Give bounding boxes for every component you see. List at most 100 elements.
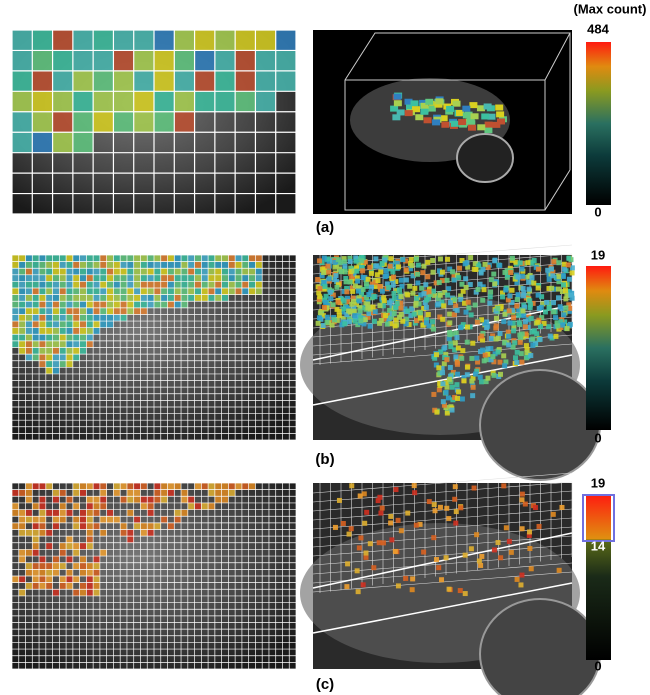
heatmap-cell <box>187 496 195 503</box>
heatmap-cell <box>18 255 26 262</box>
voxel <box>469 102 478 109</box>
voxel <box>439 365 445 371</box>
heatmap-cell <box>93 288 100 295</box>
voxel <box>348 526 354 532</box>
voxel <box>484 127 493 134</box>
heatmap-cell <box>66 360 73 368</box>
heatmap-cell <box>241 268 249 275</box>
voxel <box>500 294 506 300</box>
heatmap-cell <box>45 294 53 302</box>
voxel <box>501 353 507 359</box>
heatmap-cell <box>18 274 26 282</box>
voxel <box>509 299 515 305</box>
voxel <box>516 320 522 326</box>
heatmap-cell <box>86 301 94 308</box>
voxel <box>398 311 404 317</box>
voxel <box>386 284 392 290</box>
voxel <box>518 582 524 588</box>
heatmap-cell <box>187 281 195 289</box>
voxel <box>378 265 384 271</box>
heatmap-cell <box>221 483 229 490</box>
voxel <box>395 517 401 523</box>
voxel <box>464 324 470 330</box>
heatmap-cell <box>45 569 53 576</box>
heatmap-cell <box>147 301 154 308</box>
heatmap-cell <box>126 281 134 289</box>
heatmap-cell <box>32 334 40 341</box>
voxel <box>446 376 452 382</box>
voxel <box>490 354 496 360</box>
voxel <box>437 314 443 320</box>
voxel <box>473 289 479 295</box>
voxel <box>374 272 380 278</box>
voxel <box>518 351 524 357</box>
heatmap-cell <box>45 582 53 590</box>
heatmap-cell <box>39 321 46 328</box>
heatmap-cell <box>93 91 114 112</box>
voxel <box>546 324 552 330</box>
heatmap-cell <box>12 294 19 302</box>
colorbar <box>586 494 611 660</box>
heatmap-cell <box>45 354 53 361</box>
voxel <box>454 335 460 341</box>
voxel <box>457 588 463 594</box>
heatmap-cell <box>126 307 134 315</box>
heatmap-cell <box>147 281 154 289</box>
voxel <box>335 257 341 263</box>
voxel <box>413 522 419 528</box>
heatmap-cell <box>32 354 40 361</box>
heatmap-cell <box>25 483 33 490</box>
voxel <box>497 262 503 268</box>
voxel <box>462 105 471 112</box>
voxel <box>393 100 402 107</box>
heatmap-cell <box>187 294 195 302</box>
heatmap-cell <box>59 301 67 308</box>
heatmap-cell <box>79 489 87 497</box>
voxel <box>480 284 486 290</box>
heatmap-cell <box>133 261 141 269</box>
heatmap-cell <box>12 321 19 328</box>
heatmap-cell <box>241 261 249 269</box>
voxel <box>373 256 379 262</box>
voxel <box>351 308 357 314</box>
heatmap-cell <box>154 274 161 282</box>
heatmap-cell <box>66 576 73 583</box>
heatmap-cell <box>59 268 67 275</box>
heatmap-cell <box>39 340 46 348</box>
voxel <box>556 274 562 280</box>
voxel <box>422 300 428 306</box>
heatmap-cell <box>99 483 107 490</box>
voxel <box>487 300 493 306</box>
heatmap-cell <box>59 542 67 550</box>
voxel <box>556 279 562 285</box>
eye <box>479 369 601 481</box>
voxel <box>436 280 442 286</box>
heatmap-cell <box>86 327 94 335</box>
heatmap-cell <box>154 255 161 262</box>
voxel <box>479 379 485 385</box>
voxel <box>343 279 349 285</box>
voxel <box>390 282 396 288</box>
heatmap-cell <box>201 483 209 490</box>
voxel <box>491 359 497 365</box>
heatmap-cell <box>39 529 46 537</box>
heatmap-cell <box>194 91 215 112</box>
voxel <box>511 315 517 321</box>
voxel <box>410 273 416 279</box>
voxel <box>450 269 456 275</box>
voxel <box>487 294 493 300</box>
voxel <box>470 393 476 399</box>
voxel <box>463 284 469 290</box>
voxel <box>391 295 397 301</box>
voxel <box>356 545 362 551</box>
heatmap-cell <box>66 536 73 543</box>
voxel <box>388 314 394 320</box>
heatmap-cell <box>39 360 46 368</box>
voxel <box>354 275 360 281</box>
heatmap-cell <box>120 294 127 302</box>
voxel <box>435 295 441 301</box>
heatmap-cell <box>194 281 202 289</box>
voxel <box>446 586 452 592</box>
voxel <box>415 271 421 277</box>
voxel <box>415 280 421 286</box>
